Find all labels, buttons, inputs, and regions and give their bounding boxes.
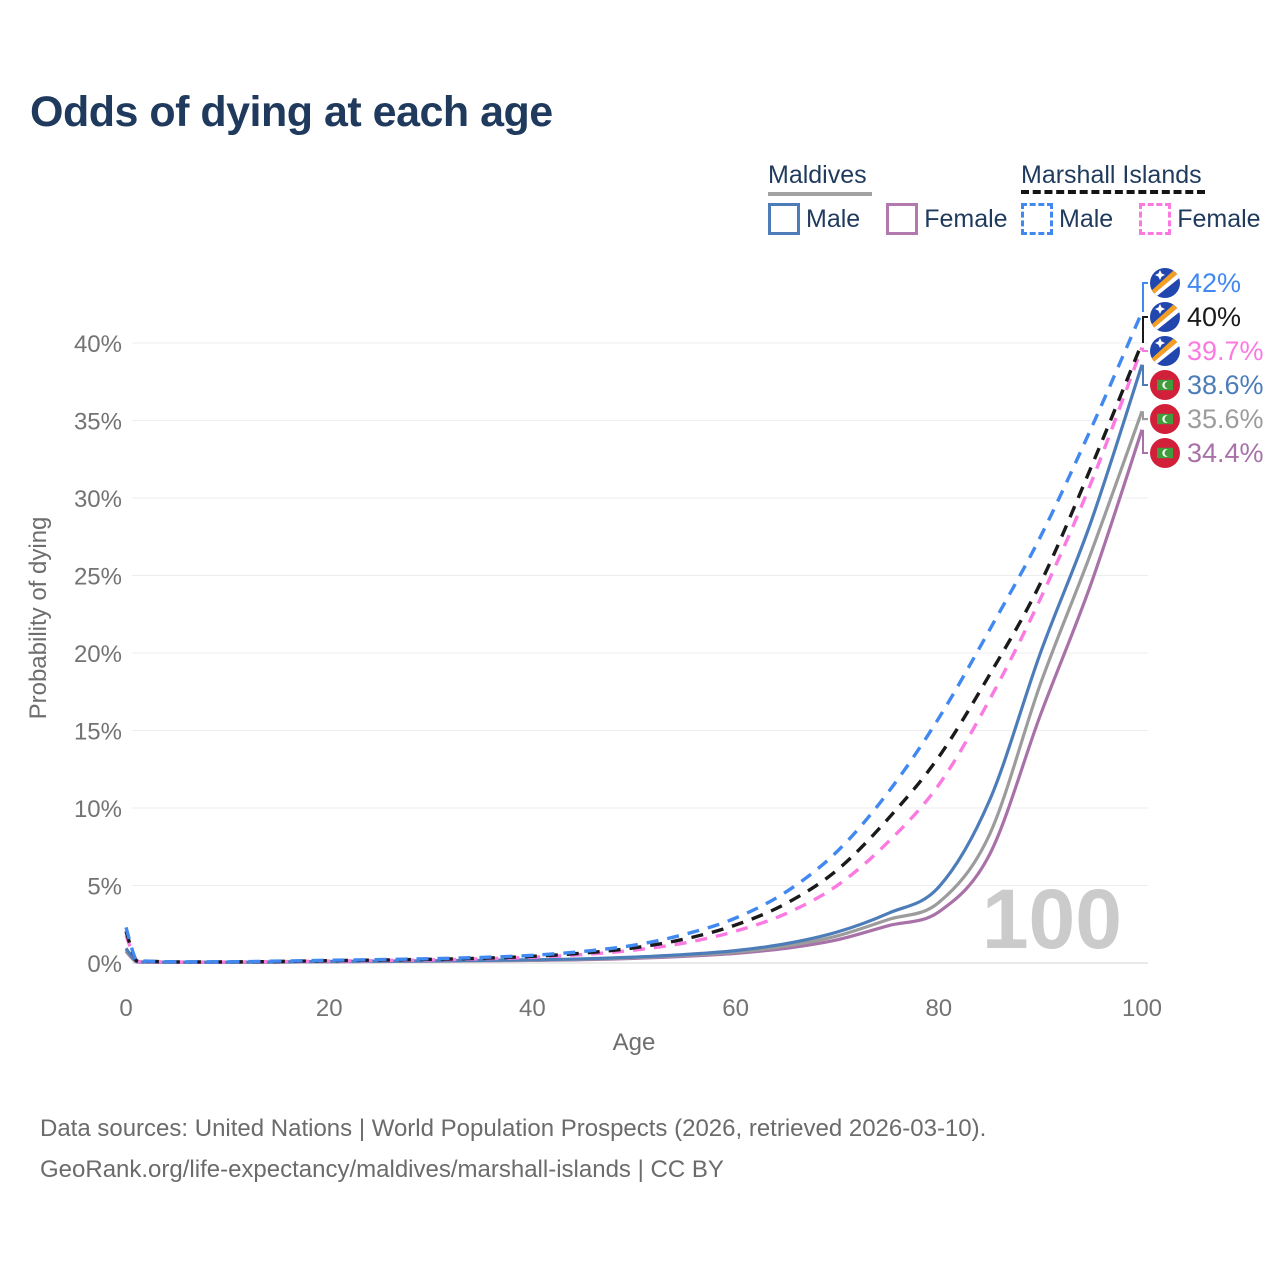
marshall-dashed-line-swatch bbox=[1021, 190, 1205, 194]
marshall-islands-flag-icon bbox=[1150, 302, 1180, 332]
svg-text:40%: 40% bbox=[74, 331, 122, 358]
end-label-maldives-male: 38.6% bbox=[1150, 370, 1264, 400]
svg-text:10%: 10% bbox=[74, 796, 122, 823]
svg-text:0%: 0% bbox=[87, 951, 122, 978]
legend-item-marshall-female[interactable]: Female bbox=[1139, 203, 1261, 235]
marshall-female-swatch bbox=[1139, 203, 1172, 235]
svg-text:100: 100 bbox=[982, 872, 1122, 966]
legend-item-maldives-male[interactable]: Male bbox=[768, 203, 860, 235]
end-label-maldives-female: 34.4% bbox=[1150, 438, 1264, 468]
svg-text:40: 40 bbox=[519, 995, 546, 1022]
end-label-marshall-total: 40% bbox=[1150, 302, 1241, 332]
svg-text:20: 20 bbox=[316, 995, 343, 1022]
source-line-2: GeoRank.org/life-expectancy/maldives/mar… bbox=[40, 1156, 724, 1183]
maldives-flag-icon bbox=[1150, 370, 1180, 400]
svg-text:30%: 30% bbox=[74, 486, 122, 513]
marshall-islands-flag-icon bbox=[1150, 268, 1180, 298]
svg-text:60: 60 bbox=[722, 995, 749, 1022]
source-text: Data sources: United Nations | World Pop… bbox=[40, 1108, 986, 1190]
svg-text:Age: Age bbox=[613, 1029, 656, 1056]
legend-item-maldives-female[interactable]: Female bbox=[886, 203, 1008, 235]
marshall-male-swatch bbox=[1021, 203, 1053, 235]
end-label-maldives-total: 35.6% bbox=[1150, 404, 1264, 434]
maldives-male-swatch bbox=[768, 203, 800, 235]
maldives-solid-line-swatch bbox=[768, 192, 872, 196]
svg-text:25%: 25% bbox=[74, 564, 122, 591]
svg-text:Probability of dying: Probability of dying bbox=[25, 517, 52, 720]
maldives-flag-icon bbox=[1150, 404, 1180, 434]
svg-text:0: 0 bbox=[119, 995, 132, 1022]
svg-text:35%: 35% bbox=[74, 409, 122, 436]
marshall-islands-flag-icon bbox=[1150, 336, 1180, 366]
svg-text:80: 80 bbox=[925, 995, 952, 1022]
maldives-flag-icon bbox=[1150, 438, 1180, 468]
svg-text:20%: 20% bbox=[74, 641, 122, 668]
legend-item-marshall-male[interactable]: Male bbox=[1021, 203, 1113, 235]
maldives-female-swatch bbox=[886, 203, 919, 235]
legend-group-maldives[interactable]: Maldives bbox=[768, 161, 867, 189]
svg-text:100: 100 bbox=[1122, 995, 1162, 1022]
source-line-1: Data sources: United Nations | World Pop… bbox=[40, 1115, 987, 1142]
svg-text:5%: 5% bbox=[87, 874, 122, 901]
legend-group-marshall-islands[interactable]: Marshall Islands bbox=[1021, 161, 1202, 189]
svg-text:15%: 15% bbox=[74, 719, 122, 746]
end-label-marshall-male: 42% bbox=[1150, 268, 1241, 298]
page-title: Odds of dying at each age bbox=[30, 88, 553, 136]
end-label-marshall-female: 39.7% bbox=[1150, 336, 1264, 366]
